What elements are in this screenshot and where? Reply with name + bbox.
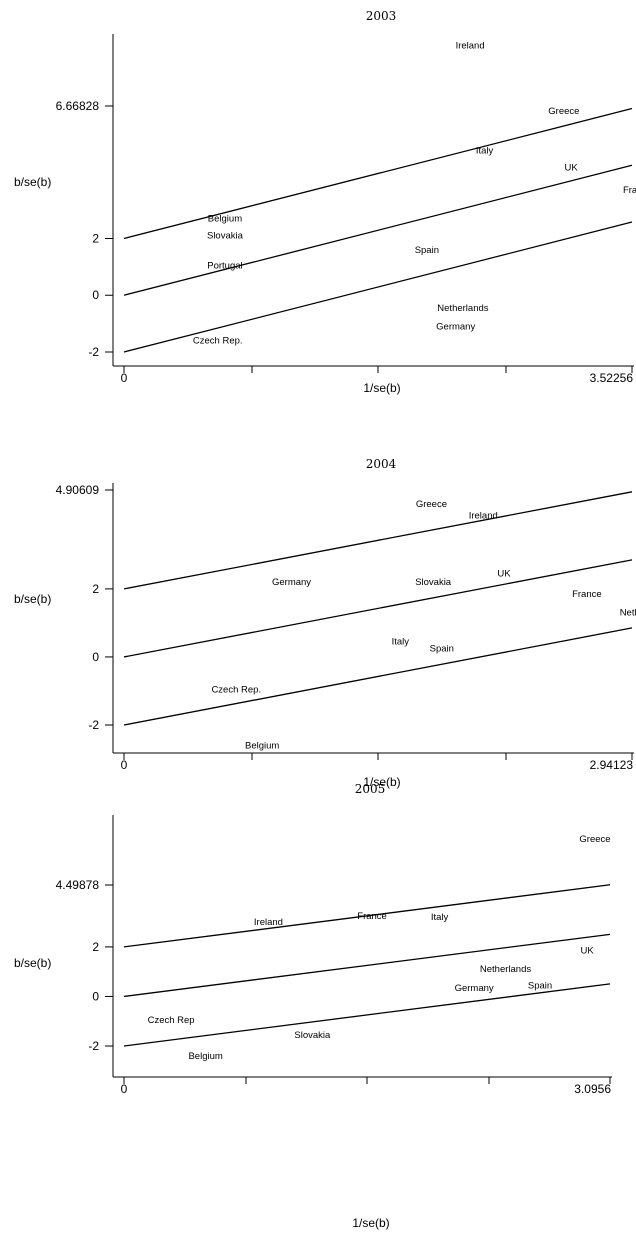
point-label: Spain (528, 980, 552, 991)
point-label: Belgium (245, 740, 279, 751)
point-label: Czech Rep. (193, 336, 243, 347)
band-line (123, 491, 633, 590)
chart-title: 2005 (355, 782, 386, 796)
point-label: Spain (430, 643, 454, 654)
y-axis-title: b/se(b) (14, 956, 51, 970)
point-label: Ireland (254, 917, 283, 928)
y-tick-label: 2 (92, 582, 99, 596)
point-label: Germany (436, 321, 475, 332)
point-label: France (623, 185, 636, 196)
point-label: Belgium (188, 1051, 222, 1062)
y-axis-title: b/se(b) (14, 175, 51, 189)
point-label: Germany (455, 983, 494, 994)
y-tick-label: 4.90609 (56, 483, 100, 497)
band-line (123, 107, 633, 240)
point-label: UK (564, 163, 578, 174)
point-label: Netherlands (480, 964, 531, 975)
band-line (123, 933, 611, 998)
band-line (123, 559, 633, 658)
y-tick-label: 6.66828 (56, 99, 100, 113)
x-axis-title: 1/se(b) (352, 1216, 389, 1230)
point-label: Greece (548, 106, 579, 117)
x-axis-title: 1/se(b) (363, 775, 400, 789)
x-axis-title: 1/se(b) (363, 381, 400, 395)
point-label: Slovakia (415, 577, 452, 588)
chart-title: 2004 (366, 457, 397, 471)
point-label: Slovakia (294, 1030, 331, 1041)
point-label: UK (497, 569, 511, 580)
y-tick-label: 4.49878 (56, 878, 100, 892)
x-tick-label: 3.0956 (574, 1082, 611, 1096)
x-tick-label: 0 (121, 371, 128, 385)
y-tick-label: -2 (88, 1039, 99, 1053)
point-label: Czech Rep (148, 1015, 195, 1026)
point-label: France (357, 911, 387, 922)
point-label: Netherlands (437, 303, 488, 314)
y-tick-label: 2 (92, 940, 99, 954)
x-tick-label: 3.52256 (590, 371, 634, 385)
point-label: Italy (431, 912, 449, 923)
y-tick-label: -2 (88, 718, 99, 732)
point-label: Ireland (456, 41, 485, 52)
point-label: Slovakia (207, 231, 244, 242)
point-label: Greece (579, 834, 610, 845)
point-label: Portugal (207, 260, 242, 271)
point-label: Netherlands (620, 608, 636, 619)
band-line (123, 627, 633, 726)
chart-title: 2003 (366, 9, 397, 23)
point-label: Czech Rep. (211, 684, 261, 695)
x-tick-label: 2.94123 (590, 758, 634, 772)
band-line (123, 983, 611, 1047)
point-label: Italy (392, 637, 410, 648)
y-tick-label: -2 (88, 345, 99, 359)
point-label: France (572, 589, 602, 600)
y-axis-title: b/se(b) (14, 592, 51, 606)
y-tick-label: 0 (92, 650, 99, 664)
x-tick-label: 0 (121, 1082, 128, 1096)
point-label: Greece (416, 499, 447, 510)
y-tick-label: 2 (92, 231, 99, 245)
point-label: Italy (476, 146, 494, 157)
band-line (123, 221, 633, 353)
x-tick-label: 0 (121, 758, 128, 772)
point-label: UK (581, 946, 595, 957)
point-label: Germany (272, 577, 311, 588)
point-label: Ireland (469, 511, 498, 522)
band-line (123, 164, 633, 296)
point-label: Belgium (208, 214, 242, 225)
y-tick-label: 0 (92, 989, 99, 1003)
point-label: Spain (415, 245, 439, 256)
y-tick-label: 0 (92, 288, 99, 302)
band-line (123, 884, 611, 948)
